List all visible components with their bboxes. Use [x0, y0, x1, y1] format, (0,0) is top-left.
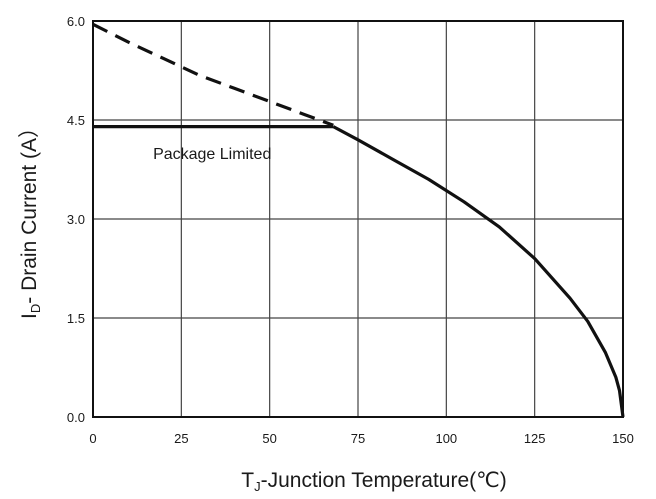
annotation-label: Package Limited — [153, 146, 271, 163]
plot-series — [92, 22, 625, 418]
plot-frame — [92, 20, 624, 418]
x-tick-label: 75 — [351, 431, 365, 446]
x-tick-label: 25 — [174, 431, 188, 446]
x-tick-label: 125 — [524, 431, 546, 446]
x-tick-label: 150 — [612, 431, 634, 446]
dashed-extrapolation-line — [92, 22, 334, 127]
x-tick-label: 0 — [89, 431, 96, 446]
x-tick-label: 50 — [262, 431, 276, 446]
y-axis-title: ID- Drain Current (A） — [18, 117, 43, 319]
y-tick-labels: 0.0 1.5 3.0 4.5 6.0 — [67, 14, 85, 425]
x-tick-label: 100 — [435, 431, 457, 446]
grid-lines — [93, 21, 623, 417]
y-tick-label: 3.0 — [67, 212, 85, 227]
annotations: Package Limited — [153, 146, 271, 163]
derating-curve — [332, 125, 625, 418]
y-tick-label: 6.0 — [67, 14, 85, 29]
x-tick-labels: 0 25 50 75 100 125 150 — [89, 431, 633, 446]
y-tick-label: 1.5 — [67, 311, 85, 326]
y-tick-label: 4.5 — [67, 113, 85, 128]
y-tick-label: 0.0 — [67, 410, 85, 425]
x-axis-title: TJ-Junction Temperature(℃) — [241, 469, 506, 494]
